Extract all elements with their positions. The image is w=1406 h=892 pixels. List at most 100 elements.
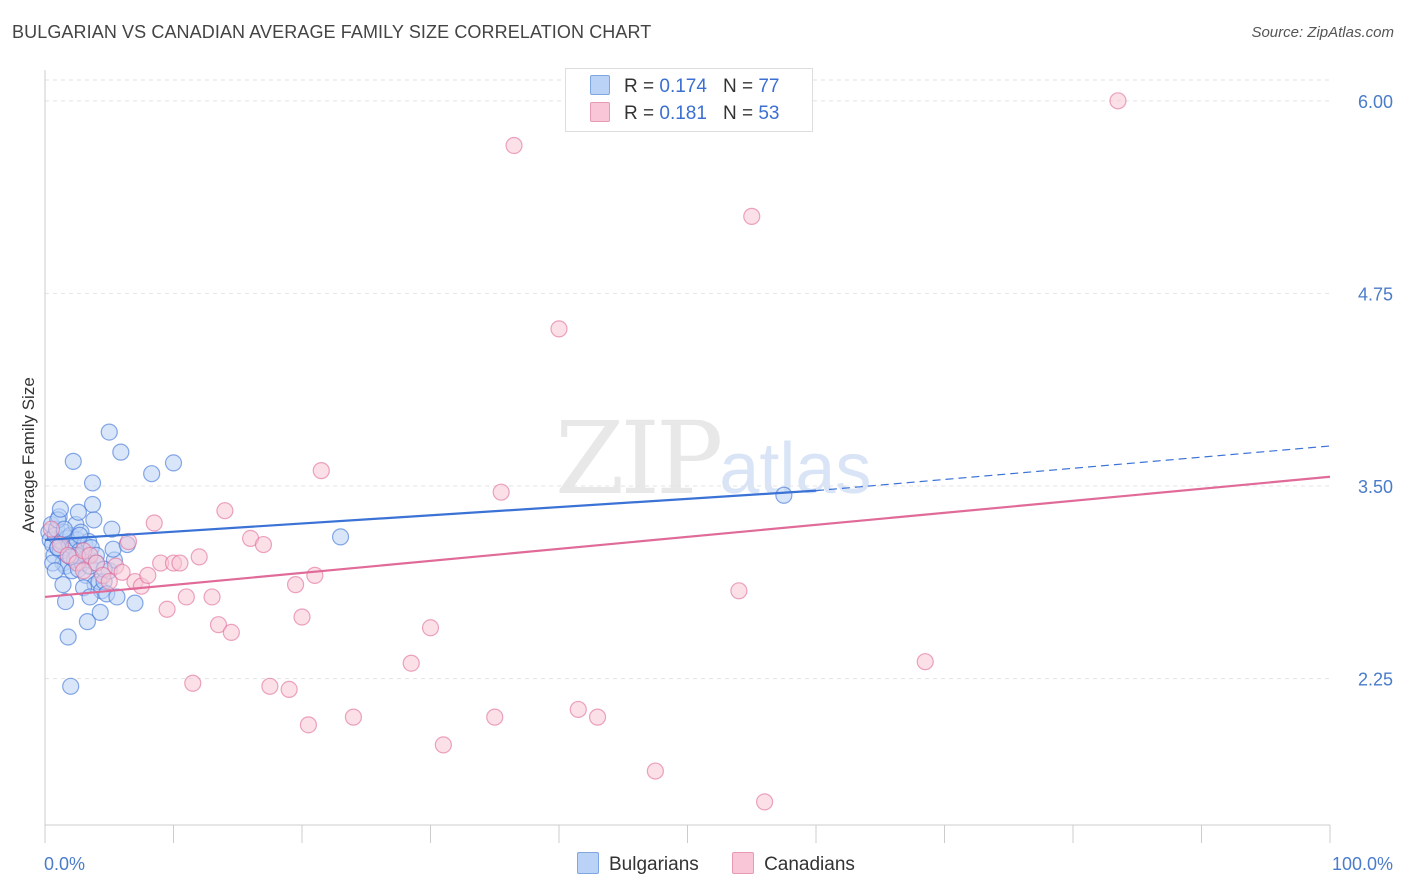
y-tick-label: 6.00 <box>1358 92 1393 112</box>
canadian-point <box>190 548 208 566</box>
bulgarian-point <box>54 576 72 594</box>
canadian-point <box>1109 92 1127 110</box>
canadian-point <box>312 462 330 480</box>
canadian-point <box>209 616 228 634</box>
trend-lines <box>44 445 1331 599</box>
canadian-point <box>486 708 504 726</box>
canadian-point <box>113 563 131 581</box>
legend-row-canadians: R = 0.181 N = 53 <box>590 102 779 126</box>
canadian-point <box>569 700 587 719</box>
canadian-point <box>74 562 93 580</box>
canadian-point <box>588 708 607 726</box>
bulgarian-point <box>108 588 126 606</box>
y-tick-label: 4.75 <box>1358 284 1393 304</box>
x-tick-label: 100.0% <box>1332 854 1393 874</box>
legend-swatch-canadians <box>590 102 610 122</box>
canadian-point <box>119 532 138 551</box>
grid-lines <box>45 79 1330 680</box>
legend-n-value: 77 <box>758 76 780 97</box>
canadian-point <box>293 608 311 626</box>
canadian-point <box>492 483 510 501</box>
canadian-point <box>100 572 118 591</box>
canadian-point <box>306 566 324 584</box>
x-tick-label: 0.0% <box>44 854 85 874</box>
data-points <box>40 92 1127 811</box>
legend-label-canadians: Canadians <box>764 854 855 875</box>
bulgarian-point <box>59 628 77 646</box>
bulgarian-point <box>775 486 793 504</box>
canadian-trend-line <box>44 475 1331 599</box>
legend-item-canadians: Canadians <box>732 852 855 876</box>
canadian-point <box>755 793 774 811</box>
bulgarian-point <box>69 503 88 521</box>
legend-r-label: R = <box>624 103 655 124</box>
tick-labels: 2.25 3.50 4.75 6.00 0.0% 100.0% <box>44 92 1393 874</box>
bulgarian-point <box>91 603 109 621</box>
bulgarian-point <box>126 594 144 612</box>
legend-swatch-bulgarians <box>590 75 610 95</box>
y-tick-label: 2.25 <box>1358 670 1393 690</box>
legend-item-bulgarians: Bulgarians <box>577 852 699 876</box>
canadian-point <box>184 674 202 692</box>
bulgarian-trend-extension <box>815 445 1331 492</box>
bulgarian-point <box>331 528 350 546</box>
legend-n-label: N = <box>722 103 754 124</box>
bulgarian-point <box>64 452 82 470</box>
legend-n-label: N = <box>722 76 754 97</box>
bulgarian-point <box>78 613 97 631</box>
canadian-point <box>421 619 440 637</box>
series-legend: Bulgarians Canadians <box>577 852 883 876</box>
legend-row-bulgarians: R = 0.174 N = 77 <box>590 75 779 99</box>
chart-source: Source: ZipAtlas.com <box>1251 24 1394 41</box>
canadian-point <box>344 708 362 726</box>
bulgarian-point <box>143 465 161 483</box>
y-axis-label: Average Family Size <box>19 377 38 533</box>
bulgarian-point <box>103 520 121 538</box>
bulgarian-trend-line <box>44 489 817 542</box>
canadian-point <box>42 520 61 538</box>
legend-r-value: 0.181 <box>659 103 707 124</box>
canadian-point <box>280 680 298 699</box>
canadian-point <box>216 502 234 520</box>
canadian-point <box>434 736 452 754</box>
legend-r-value: 0.174 <box>659 76 707 97</box>
bulgarian-point <box>51 500 70 518</box>
legend-swatch-bulgarians <box>577 852 599 874</box>
legend-swatch-canadians <box>732 852 755 874</box>
bulgarian-point <box>100 423 118 441</box>
canadian-point <box>145 514 163 532</box>
correlation-legend: R = 0.174 N = 77 R = 0.181 N = 53 <box>565 68 813 132</box>
canadian-point <box>646 762 664 780</box>
canadian-point <box>139 566 157 584</box>
canadian-point <box>916 653 934 671</box>
canadian-point <box>158 600 176 618</box>
bulgarian-point <box>83 474 102 492</box>
bulgarian-point <box>46 562 64 580</box>
canadian-point <box>254 535 273 554</box>
canadian-point <box>743 207 761 225</box>
bulgarian-point <box>85 511 103 529</box>
canadian-point <box>299 716 318 734</box>
y-tick-label: 3.50 <box>1358 477 1393 497</box>
legend-r-label: R = <box>624 76 655 97</box>
legend-label-bulgarians: Bulgarians <box>609 854 699 875</box>
canadian-point <box>286 576 305 594</box>
canadian-point <box>261 677 279 695</box>
bulgarian-point <box>112 443 130 461</box>
canadian-point <box>550 320 568 338</box>
legend-n-value: 53 <box>758 103 780 124</box>
canadian-point <box>203 588 221 606</box>
canadian-point <box>171 554 189 572</box>
bulgarian-point <box>62 677 80 695</box>
canadian-point <box>222 623 240 641</box>
canadian-point <box>177 588 195 606</box>
bulgarian-point <box>71 526 89 544</box>
canadian-point <box>402 654 420 672</box>
bulgarian-point <box>56 592 75 611</box>
chart-title: BULGARIAN VS CANADIAN AVERAGE FAMILY SIZ… <box>12 22 652 42</box>
canadian-point <box>730 582 748 600</box>
canadian-point <box>505 136 523 155</box>
bulgarian-point <box>83 495 102 514</box>
axes <box>44 70 1331 843</box>
